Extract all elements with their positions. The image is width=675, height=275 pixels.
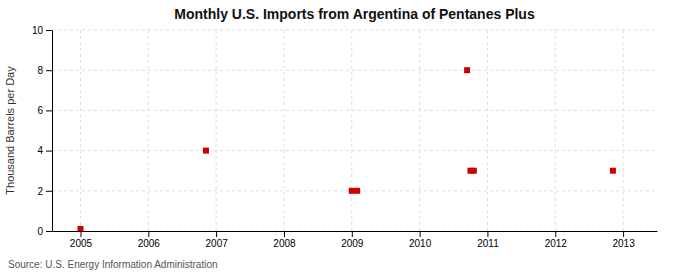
- point: [203, 148, 209, 154]
- point: [610, 168, 616, 174]
- x-axis-tick: 2010: [409, 231, 432, 249]
- x-axis-tick-label: 2013: [612, 238, 635, 249]
- x-axis-tick: 2005: [70, 231, 93, 249]
- x-axis-tick-mark: [80, 231, 81, 237]
- x-axis-tick-label: 2009: [341, 238, 364, 249]
- y-axis-tick-mark: [46, 110, 52, 111]
- y-axis-tick-mark: [46, 70, 52, 71]
- x-axis-tick-label: 2006: [138, 238, 161, 249]
- x-axis-tick-label: 2007: [206, 238, 229, 249]
- x-axis-tick-mark: [216, 231, 217, 237]
- point: [471, 168, 477, 174]
- grid-line-y: [52, 231, 657, 232]
- y-axis-tick-mark: [46, 191, 52, 192]
- x-axis-tick-mark: [148, 231, 149, 237]
- y-axis-tick: 8: [37, 65, 52, 76]
- chart-container: 2005 2006 2007 2008 2009 2010 2011 2012 2013 0 2 4 6…: [0, 0, 675, 275]
- x-axis-tick-label: 2008: [273, 238, 296, 249]
- grid-line-x: [555, 30, 556, 231]
- x-axis-tick: 2009: [341, 231, 364, 249]
- x-axis-tick-label: 2005: [70, 238, 93, 249]
- grid-line-y: [52, 70, 657, 71]
- grid-line-x: [487, 30, 488, 231]
- grid-line-x: [216, 30, 217, 231]
- chart-svg: 2005 2006 2007 2008 2009 2010 2011 2012 2013 0 2 4 6…: [0, 0, 675, 275]
- x-axis-tick: 2008: [273, 231, 296, 249]
- x-axis-tick-mark: [420, 231, 421, 237]
- x-axis-tick-label: 2010: [409, 238, 432, 249]
- points: [77, 67, 615, 231]
- grid-line-x: [148, 30, 149, 231]
- y-axis-title: Thousand Barrels per Day: [4, 66, 16, 195]
- y-axis-tick-label: 2: [37, 186, 43, 197]
- y-axis-tick: 10: [32, 25, 52, 36]
- x-axis-tick-mark: [487, 231, 488, 237]
- x-axis-tick: 2012: [545, 231, 568, 249]
- x-axis: 2005 2006 2007 2008 2009 2010 2011 2012 2013: [53, 231, 658, 249]
- title: Monthly U.S. Imports from Argentina of P…: [174, 6, 535, 22]
- y-axis-line: [52, 31, 53, 232]
- y-axis-tick-label: 0: [37, 226, 43, 237]
- point: [464, 67, 470, 73]
- grid-line-y: [52, 150, 657, 151]
- y-axis-tick-label: 8: [37, 65, 43, 76]
- grid-line-x: [80, 30, 81, 231]
- y-axis-tick: 2: [37, 186, 52, 197]
- point: [77, 226, 83, 231]
- plot-area: 2005 2006 2007 2008 2009 2010 2011 2012 2013 0 2 4 6…: [32, 25, 658, 249]
- x-axis-tick: 2013: [612, 231, 635, 249]
- y-axis-tick-label: 4: [37, 145, 43, 156]
- grid-line-y: [52, 30, 657, 31]
- y-axis-tick: 6: [37, 105, 52, 116]
- y-axis-tick: 4: [37, 145, 52, 156]
- point: [354, 188, 360, 194]
- x-axis-tick-mark: [555, 231, 556, 237]
- x-axis-line: [53, 231, 658, 232]
- point: [349, 188, 355, 194]
- y-axis-tick-label: 10: [32, 25, 44, 36]
- x-axis-tick: 2011: [477, 231, 499, 249]
- y-axis-tick-label: 6: [37, 105, 43, 116]
- grid-line-x: [351, 30, 352, 231]
- y-axis-tick-mark: [46, 30, 52, 31]
- y-axis-tick-mark: [46, 231, 52, 232]
- annotation: Source: U.S. Energy Information Administ…: [8, 259, 218, 270]
- grid-line-x: [419, 30, 420, 231]
- y-axis: 0 2 4 6 8 10: [32, 25, 53, 237]
- x-axis-tick: 2006: [138, 231, 161, 249]
- grid-line-y: [52, 110, 657, 111]
- y-axis-tick: 0: [37, 226, 52, 237]
- grid-line-x: [283, 30, 284, 231]
- x-axis-tick: 2007: [206, 231, 229, 249]
- y-axis-tick-mark: [46, 151, 52, 152]
- grid: [52, 30, 657, 231]
- x-axis-tick-label: 2011: [477, 238, 499, 249]
- x-axis-tick-mark: [623, 231, 624, 237]
- x-axis-tick-mark: [284, 231, 285, 237]
- x-axis-tick-label: 2012: [545, 238, 568, 249]
- grid-line-x: [623, 30, 624, 231]
- x-axis-tick-mark: [352, 231, 353, 237]
